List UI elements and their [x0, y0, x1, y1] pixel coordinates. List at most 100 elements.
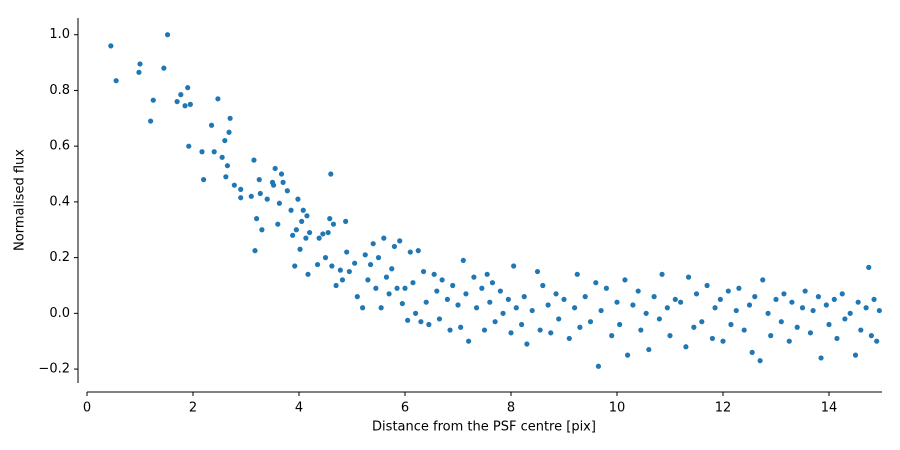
point: [413, 310, 419, 316]
y-axis-label: Normalised flux: [13, 149, 28, 251]
point: [215, 96, 221, 102]
point: [487, 299, 493, 305]
point: [222, 137, 228, 144]
point: [667, 333, 673, 339]
point: [211, 149, 217, 155]
point: [471, 274, 477, 280]
point: [256, 177, 262, 183]
y-tick-label: 0.8: [49, 83, 70, 98]
point: [728, 321, 734, 328]
point: [685, 274, 692, 280]
point: [386, 291, 392, 297]
point: [876, 307, 882, 314]
point: [251, 157, 257, 163]
point: [182, 103, 188, 109]
point: [418, 319, 424, 325]
point: [352, 260, 358, 266]
point: [288, 207, 294, 213]
point: [614, 299, 620, 305]
point: [683, 344, 689, 350]
point: [420, 268, 427, 275]
point: [201, 177, 207, 183]
point: [305, 271, 311, 277]
point: [174, 98, 180, 105]
point: [367, 261, 374, 268]
point: [431, 271, 437, 277]
point: [768, 333, 774, 339]
point: [231, 182, 237, 188]
point: [328, 171, 334, 177]
point: [161, 65, 167, 71]
point: [199, 149, 205, 155]
point: [337, 267, 343, 273]
point: [752, 294, 758, 300]
point: [436, 316, 443, 322]
point: [508, 330, 514, 336]
point: [150, 97, 156, 103]
point: [284, 188, 290, 194]
point: [259, 227, 265, 233]
point: [397, 238, 403, 244]
point: [693, 291, 700, 297]
point: [664, 305, 670, 311]
point: [325, 229, 331, 236]
point: [802, 288, 808, 294]
point: [651, 294, 657, 300]
x-tick-label: 4: [295, 401, 303, 416]
point: [481, 327, 488, 333]
point: [275, 221, 281, 227]
point: [314, 261, 321, 268]
point: [757, 358, 763, 364]
point: [799, 305, 806, 311]
point: [450, 282, 456, 289]
point: [389, 266, 395, 272]
x-tick-label: 6: [401, 401, 409, 416]
point: [609, 333, 615, 339]
point: [223, 174, 229, 180]
point: [248, 193, 254, 199]
point: [402, 285, 408, 291]
point: [333, 282, 339, 289]
point: [831, 296, 837, 303]
point: [343, 218, 349, 224]
point: [656, 316, 663, 322]
point: [717, 296, 723, 303]
y-tick-label: 0.0: [49, 306, 70, 321]
point: [786, 338, 792, 344]
point: [295, 196, 301, 202]
point: [378, 305, 384, 311]
point: [823, 302, 829, 308]
point: [458, 324, 464, 330]
point: [473, 305, 480, 311]
point: [810, 307, 816, 314]
point: [574, 271, 580, 277]
point: [185, 85, 191, 91]
point: [346, 268, 352, 275]
point: [566, 335, 572, 342]
point: [760, 277, 766, 283]
point: [497, 288, 503, 294]
point: [375, 255, 382, 261]
point: [276, 200, 282, 206]
point: [553, 291, 559, 297]
point: [603, 285, 610, 291]
point: [208, 122, 215, 128]
point: [513, 305, 519, 311]
point: [598, 307, 604, 314]
y-tick-label: 0.6: [49, 139, 70, 154]
point: [227, 115, 233, 121]
point: [148, 118, 154, 124]
point: [300, 207, 306, 213]
point: [280, 179, 286, 185]
point: [272, 165, 278, 172]
point: [484, 271, 490, 277]
point: [773, 296, 779, 303]
point: [293, 227, 299, 233]
point: [807, 330, 814, 336]
point: [238, 186, 244, 192]
point: [360, 305, 366, 311]
point: [540, 282, 546, 289]
point: [646, 346, 652, 353]
point: [617, 321, 623, 328]
point: [874, 338, 880, 344]
